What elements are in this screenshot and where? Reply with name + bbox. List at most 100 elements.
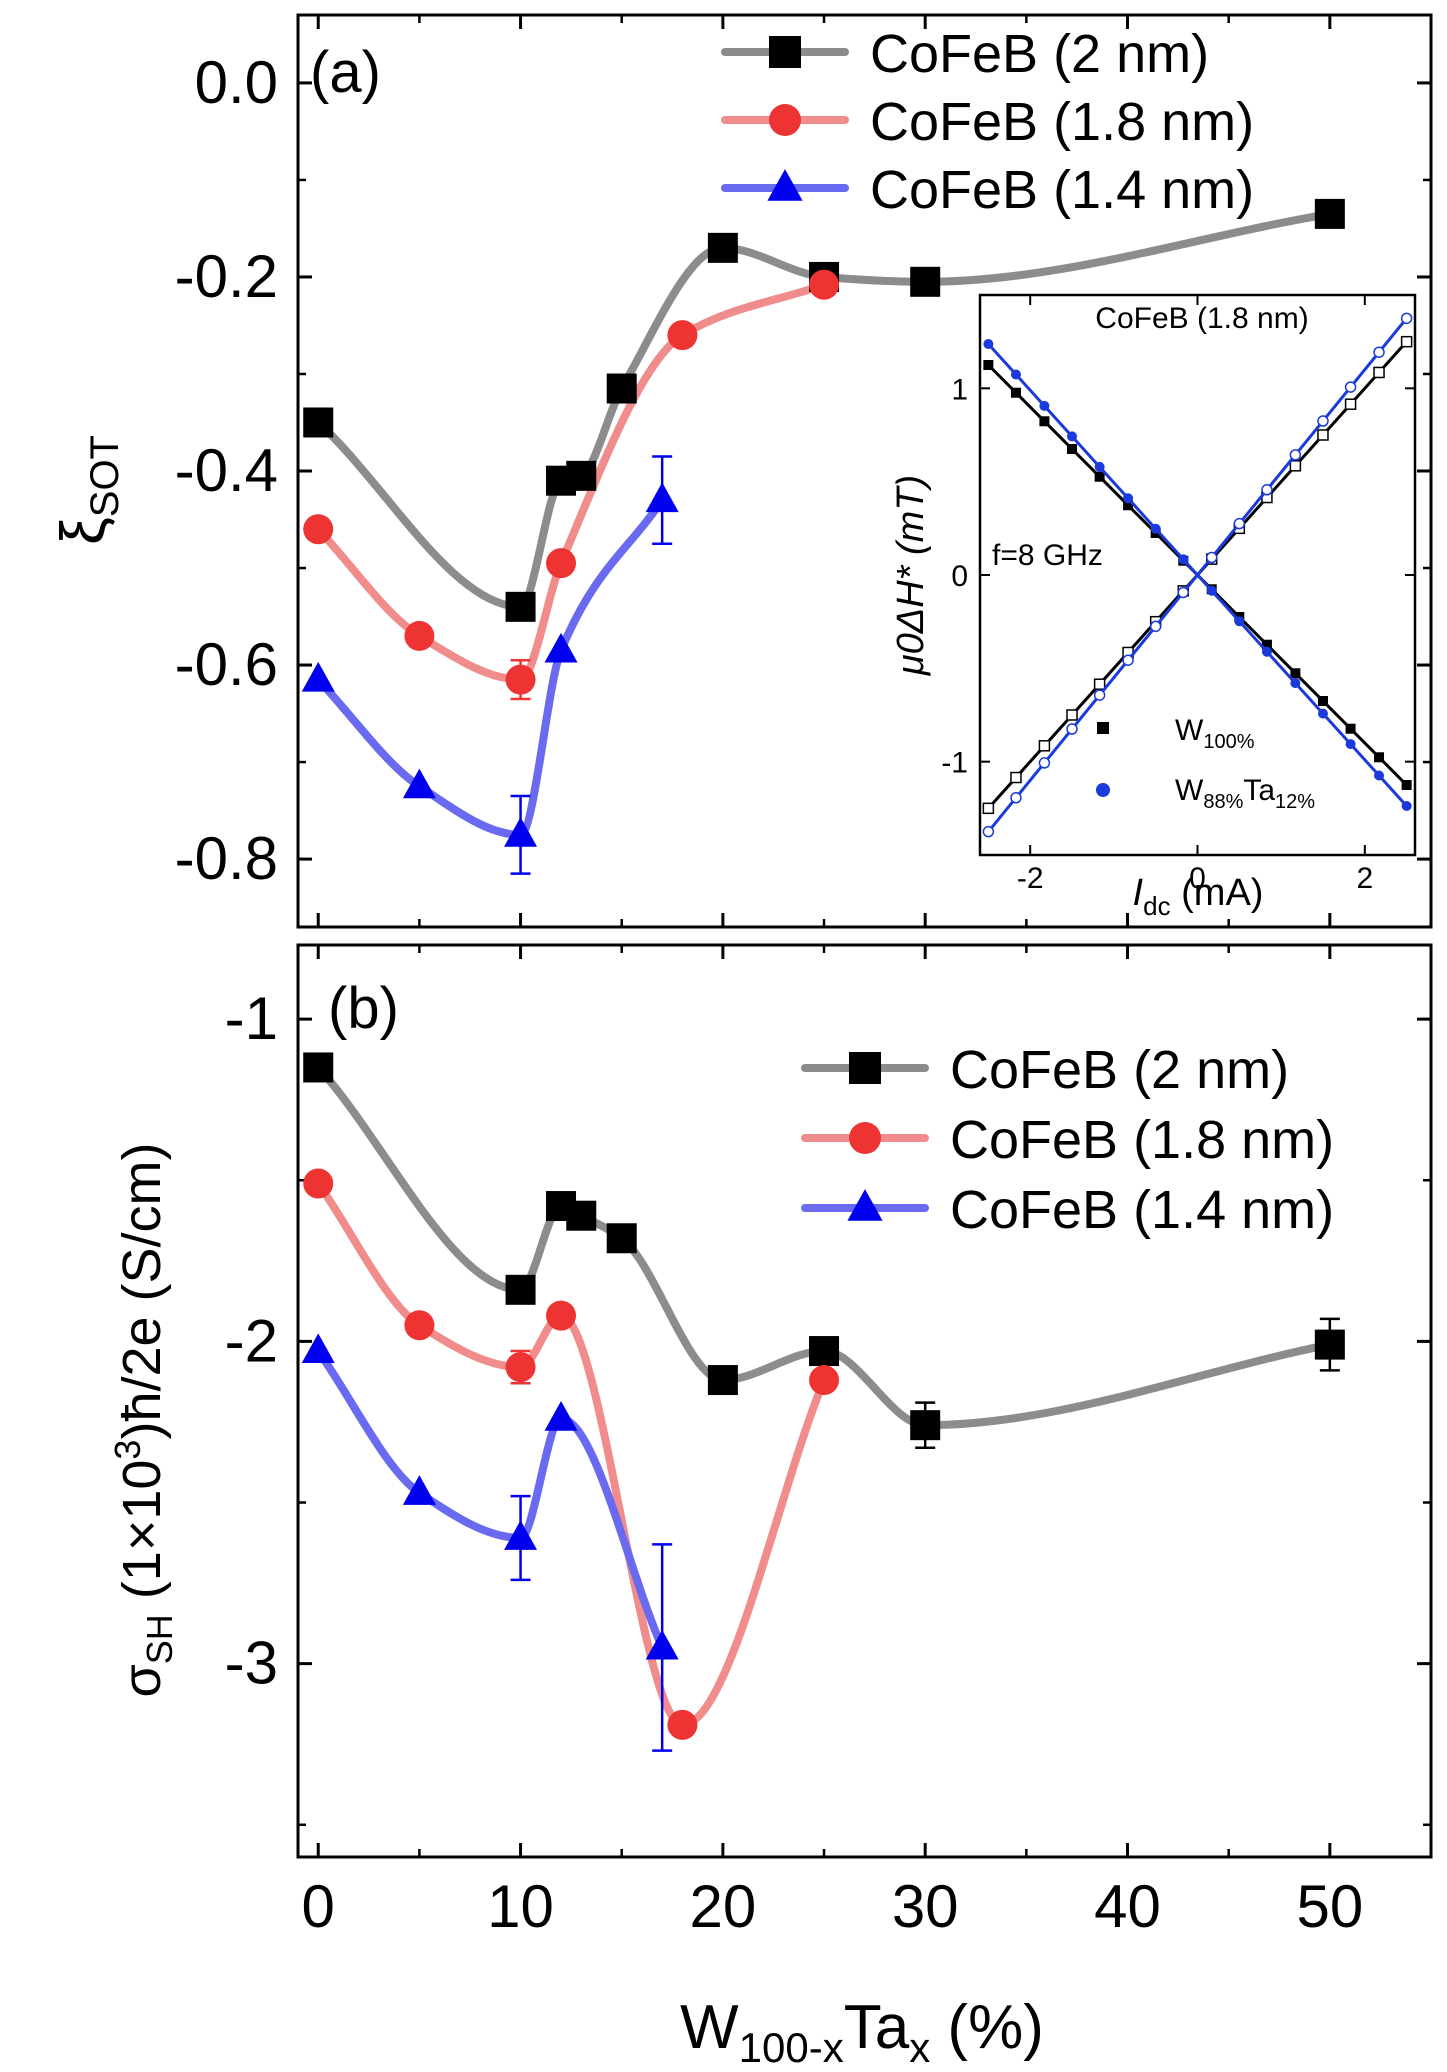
inset-legend-marker — [1097, 722, 1109, 734]
inset-point — [1290, 678, 1301, 689]
inset-marks — [982, 312, 1413, 838]
inset-point — [1178, 554, 1189, 565]
legend-marker — [767, 169, 803, 201]
inset-x-tick-label: -2 — [1017, 862, 1044, 895]
inset-point-open — [1317, 415, 1329, 427]
inset-point-open — [1010, 792, 1022, 804]
data-point — [303, 1052, 334, 1083]
y-tick-label: -2 — [225, 1307, 278, 1374]
inset-point-open — [1205, 551, 1218, 564]
inset-legend-label: W100% — [1175, 714, 1255, 753]
inset-y-tick-label: 1 — [951, 373, 968, 406]
legend-marker — [847, 1189, 883, 1221]
inset-point — [1094, 461, 1105, 472]
inset-point-open — [1066, 723, 1078, 735]
panel-b-legend: CoFeB (2 nm) CoFeB (1.8 nm) CoFeB (1.4 nm) — [801, 1040, 1334, 1240]
data-point — [544, 632, 578, 663]
inset-point — [1374, 752, 1385, 763]
y-tick-label: -1 — [225, 985, 278, 1052]
data-point — [301, 1333, 335, 1364]
y-tick-label: -0.6 — [175, 631, 278, 698]
data-point — [402, 768, 436, 799]
panel-b-ticks: 0 10 20 30 40 50 -1 -2 -3 — [225, 945, 1431, 1940]
panel-a: 0.0 -0.2 -0.4 -0.6 -0.8 (a) ξSOT CoFeB (2 nm… — [49, 13, 1433, 929]
inset-point-open — [1038, 757, 1051, 769]
data-point — [667, 1709, 698, 1740]
inset-point — [1206, 585, 1217, 596]
inset-point — [1010, 369, 1021, 380]
inset-point — [1345, 739, 1356, 750]
inset-point — [1261, 646, 1272, 657]
legend-marker — [849, 1122, 881, 1154]
panel-b-label: (b) — [328, 976, 399, 1041]
panel-b-xlabel: W100-xTax (%) — [680, 1993, 1044, 2071]
inset-point-open — [1373, 346, 1385, 358]
data-point — [504, 817, 538, 847]
inset-point-open — [1093, 689, 1106, 701]
inset-x-tick-label: 0 — [1189, 862, 1206, 895]
inset-point-open — [1261, 484, 1273, 496]
x-tick-label: 50 — [1296, 1873, 1363, 1940]
y-tick-label: -0.4 — [175, 437, 278, 504]
series-curve — [314, 1179, 829, 1729]
inset-point — [1290, 668, 1301, 679]
legend-label: CoFeB (1.8 nm) — [870, 92, 1254, 152]
legend-label: CoFeB (1.4 nm) — [950, 1180, 1334, 1240]
data-point — [566, 460, 597, 491]
x-tick-label: 40 — [1094, 1873, 1161, 1940]
inset-point-open — [1400, 335, 1413, 348]
data-point — [707, 232, 738, 263]
inset-y-tick-label: 0 — [951, 560, 968, 593]
inset-x-tick-label: 2 — [1356, 862, 1373, 895]
data-point — [404, 1310, 435, 1341]
inset-legend-marker — [1096, 783, 1110, 797]
inset-point-open — [1233, 517, 1246, 530]
inset-point — [1261, 639, 1272, 650]
data-point — [404, 620, 435, 651]
data-point — [402, 1475, 436, 1505]
inset-point — [1374, 770, 1385, 781]
inset-point — [1345, 723, 1356, 734]
inset-point — [1010, 387, 1021, 398]
inset-title: CoFeB (1.8 nm) — [1095, 302, 1308, 335]
inset-point-open — [1122, 654, 1134, 666]
data-point — [606, 1223, 637, 1254]
data-point — [707, 1365, 738, 1396]
series-curve — [314, 1347, 667, 1652]
inset-point — [1123, 493, 1134, 504]
inset-point-open — [1289, 449, 1302, 461]
inset-point-open — [1093, 678, 1106, 690]
y-tick-label: -3 — [225, 1630, 278, 1697]
inset-point — [1317, 708, 1328, 719]
data-point — [910, 1410, 941, 1441]
inset-point — [1401, 780, 1412, 790]
inset-point — [983, 360, 994, 370]
data-point — [910, 266, 941, 297]
panel-b-frame — [296, 943, 1433, 1859]
inset-point — [1039, 400, 1050, 411]
legend-label: CoFeB (2 nm) — [870, 24, 1209, 84]
inset-point-open — [1400, 312, 1413, 325]
data-point — [303, 407, 334, 438]
inset-annotation: f=8 GHz — [992, 539, 1103, 572]
inset-ticks: -2 0 2 1 0 -1 — [941, 295, 1415, 895]
panel-a-label: (a) — [310, 40, 381, 105]
inset-point — [1094, 471, 1105, 482]
data-point — [1314, 198, 1345, 229]
inset-point-open — [1373, 366, 1385, 379]
inset-xlabel: Idc (mA) — [1133, 872, 1264, 921]
inset-point — [983, 339, 994, 349]
data-point — [645, 1629, 679, 1660]
inset-point — [1317, 696, 1328, 706]
data-point — [645, 482, 679, 513]
y-tick-label: -0.2 — [175, 243, 278, 310]
inset-point — [1123, 500, 1134, 511]
inset-point-open — [1344, 398, 1357, 410]
panel-a-ticks: 0.0 -0.2 -0.4 -0.6 -0.8 — [175, 15, 1431, 927]
data-point — [809, 1365, 840, 1396]
x-tick-label: 30 — [892, 1873, 959, 1940]
x-tick-label: 10 — [487, 1873, 554, 1940]
data-point — [546, 1300, 577, 1331]
data-point — [505, 591, 536, 622]
inset-point-open — [1289, 460, 1302, 472]
